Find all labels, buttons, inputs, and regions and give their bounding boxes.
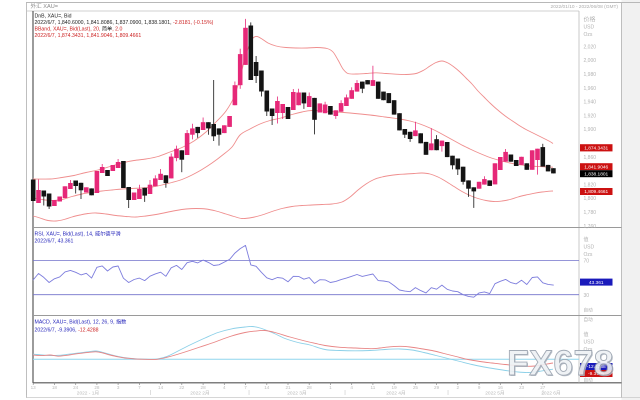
svg-text:13: 13: [31, 385, 37, 390]
svg-text:2: 2: [457, 385, 460, 390]
svg-text:2022/01/10 - 2022/06/08 (GMT): 2022/01/10 - 2022/06/08 (GMT): [551, 4, 619, 10]
svg-text:值: 值: [584, 331, 589, 338]
svg-text:1: 1: [329, 385, 332, 390]
svg-text:16: 16: [498, 385, 504, 390]
svg-text:1,838.1801: 1,838.1801: [584, 171, 608, 177]
svg-text:43.361: 43.361: [589, 280, 604, 286]
svg-text:|: |: [248, 390, 249, 396]
svg-text:Ozs: Ozs: [584, 32, 593, 38]
svg-text:25: 25: [413, 385, 419, 390]
svg-text:2022/6/7, 1,840.6000, 1,841.80: 2022/6/7, 1,840.6000, 1,841.8086, 1,837.…: [35, 20, 214, 26]
svg-text:27: 27: [540, 385, 546, 390]
svg-text:2022/6/7, 43.361: 2022/6/7, 43.361: [35, 239, 74, 245]
svg-text:4: 4: [223, 385, 226, 390]
svg-text:Ozs: Ozs: [584, 252, 593, 258]
svg-text:1,809.4661: 1,809.4661: [584, 189, 608, 195]
svg-text:14: 14: [158, 385, 164, 390]
svg-text:1,860: 1,860: [584, 155, 597, 161]
svg-text:USD: USD: [584, 245, 595, 251]
svg-text:14: 14: [264, 385, 270, 390]
svg-text:22: 22: [179, 385, 185, 390]
svg-text:30: 30: [584, 293, 590, 299]
svg-text:21: 21: [285, 385, 291, 390]
svg-text:2022 6月: 2022 6月: [541, 390, 560, 396]
svg-text:FX678: FX678: [507, 343, 614, 383]
svg-text:4: 4: [350, 385, 353, 390]
svg-text:18: 18: [52, 385, 58, 390]
svg-text:Ozs: Ozs: [584, 347, 593, 353]
svg-text:USD: USD: [584, 340, 595, 346]
svg-text:23: 23: [519, 385, 525, 390]
svg-text:-9.3906: -9.3906: [588, 371, 605, 377]
svg-text:2022/6/7, -9.3906, -12.4288: 2022/6/7, -9.3906, -12.4288: [35, 328, 99, 334]
svg-text:1,780: 1,780: [584, 210, 597, 216]
svg-text:2022 3月: 2022 3月: [287, 390, 306, 396]
svg-text:28: 28: [94, 385, 100, 390]
svg-text:2,020: 2,020: [584, 45, 597, 51]
svg-text:DnB, XAU=, Bid: DnB, XAU=, Bid: [35, 14, 72, 20]
svg-text:2022 5月: 2022 5月: [485, 390, 504, 396]
svg-text:11: 11: [371, 385, 376, 390]
svg-text:7: 7: [138, 385, 141, 390]
svg-text:USD: USD: [584, 25, 595, 31]
svg-text:2022 - 1月: 2022 - 1月: [77, 390, 99, 396]
svg-text:自动: 自动: [584, 316, 594, 323]
svg-text:2022/6/7, 1,874.3431, 1,841.90: 2022/6/7, 1,874.3431, 1,841.9046, 1,809.…: [35, 33, 142, 39]
svg-text:外汇 XAU=: 外汇 XAU=: [31, 2, 59, 10]
svg-text:价格: 价格: [584, 16, 596, 24]
svg-text:3: 3: [117, 385, 120, 390]
svg-text:RSI, XAU=, Bid(Last), 14, 威尔德平: RSI, XAU=, Bid(Last), 14, 威尔德平滑: [35, 230, 121, 238]
svg-text:1,800: 1,800: [584, 196, 597, 202]
svg-text:28: 28: [307, 385, 313, 390]
svg-text:值: 值: [584, 236, 589, 243]
svg-text:1,841.9046: 1,841.9046: [584, 164, 608, 170]
svg-text:自动: 自动: [584, 377, 594, 384]
svg-text:2022 4月: 2022 4月: [386, 390, 405, 396]
svg-text:2,000: 2,000: [584, 58, 597, 64]
svg-text:1,980: 1,980: [584, 72, 597, 78]
svg-text:28: 28: [201, 385, 207, 390]
svg-text:-12.4288: -12.4288: [587, 364, 606, 370]
svg-text:|: |: [150, 390, 151, 396]
svg-text:2022 2月: 2022 2月: [190, 390, 209, 396]
svg-text:FX678: FX678: [508, 344, 615, 384]
svg-text:70: 70: [584, 259, 590, 265]
svg-text:|: |: [447, 390, 448, 396]
svg-text:|: |: [542, 390, 543, 396]
svg-text:1,874.3431: 1,874.3431: [584, 146, 608, 152]
svg-text:1,760: 1,760: [584, 224, 597, 230]
svg-text:MACD, XAU=, Bid(Last), 12, 26,: MACD, XAU=, Bid(Last), 12, 26, 9, 指数: [35, 318, 128, 326]
svg-text:自动: 自动: [584, 307, 594, 314]
svg-text:1,900: 1,900: [584, 127, 597, 133]
svg-text:1,940: 1,940: [584, 100, 597, 106]
svg-text:|: |: [26, 390, 27, 396]
svg-text:BBand, XAU=, Bid(Last), 20, 简单: BBand, XAU=, Bid(Last), 20, 简单, 2.0: [35, 25, 123, 33]
svg-text:|: |: [344, 390, 345, 396]
svg-text:1,960: 1,960: [584, 86, 597, 92]
svg-text:7: 7: [244, 385, 247, 390]
svg-text:1,820: 1,820: [584, 182, 597, 188]
svg-text:9: 9: [478, 385, 481, 390]
svg-text:29: 29: [434, 385, 440, 390]
svg-text:19: 19: [392, 385, 398, 390]
svg-text:24: 24: [73, 385, 79, 390]
svg-text:1,920: 1,920: [584, 113, 597, 119]
